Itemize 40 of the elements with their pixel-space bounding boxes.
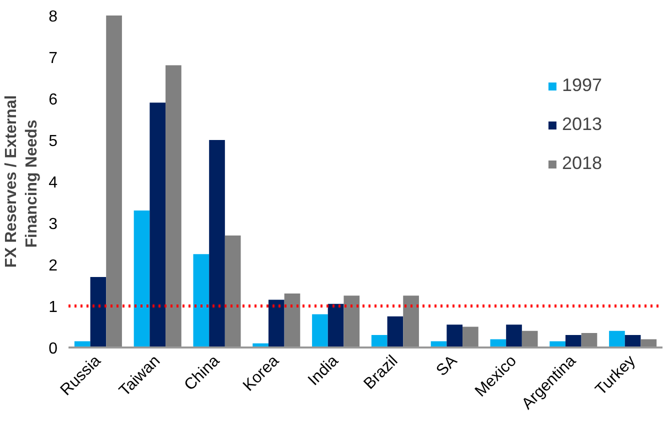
y-tick-label: 4 [48,174,58,192]
y-tick-label: 0 [48,340,58,358]
y-tick-label: 8 [48,8,58,26]
legend-label: 2018 [562,153,602,174]
bar [344,296,360,348]
bar [565,335,582,348]
y-tick-label: 2 [48,258,58,274]
bar [371,335,388,348]
bar [268,300,284,348]
y-tick-label: 3 [48,216,58,233]
y-axis-title: FX Reserves / External Financing Needs [3,95,41,268]
bar [490,339,506,348]
bar [150,102,166,348]
bar [506,324,522,348]
legend-label: 1997 [562,75,602,96]
bar [462,326,478,348]
bar [193,254,210,348]
bar [90,276,106,348]
bar [312,314,328,348]
y-tick-label: 1 [48,299,58,316]
bar [403,296,419,348]
bar [106,16,122,348]
legend-label: 2013 [562,114,602,135]
bar [387,316,404,348]
bar [284,294,300,348]
bar [209,140,225,348]
bar [134,210,150,348]
bar [581,332,598,348]
bar [640,339,657,348]
bar [166,65,182,348]
bar [609,330,625,348]
bar [446,324,463,348]
bar [624,335,641,348]
x-tick-label: SA [433,352,461,380]
y-tick-label: 7 [48,50,58,67]
bar [522,330,538,348]
bar [328,304,344,348]
y-tick-label: 6 [48,92,58,108]
y-tick-label: 5 [48,133,58,150]
bar [224,235,241,348]
